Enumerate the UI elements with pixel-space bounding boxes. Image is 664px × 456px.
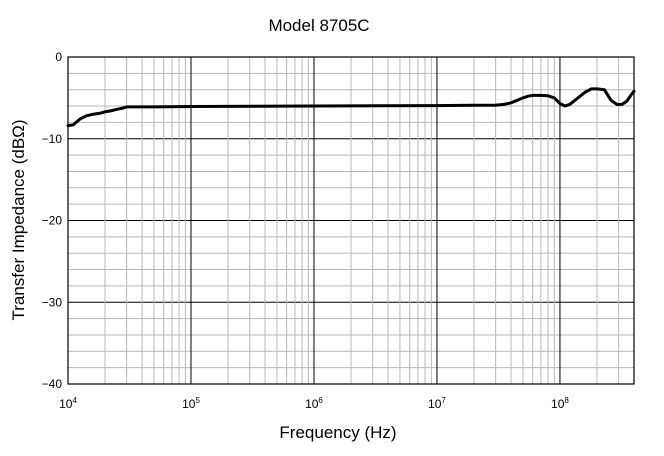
y-tick-label: −30	[42, 295, 63, 309]
x-tick-label: 107	[428, 396, 446, 411]
chart-title: Model 8705C	[268, 16, 369, 35]
x-tick-label: 104	[59, 396, 77, 411]
x-axis-label: Frequency (Hz)	[279, 423, 396, 442]
y-tick-label: −40	[42, 377, 63, 391]
x-tick-label: 105	[182, 396, 200, 411]
x-tick-label: 108	[551, 396, 569, 411]
y-tick-label: −20	[42, 214, 63, 228]
y-axis-label: Transfer Impedance (dBΩ)	[9, 119, 28, 320]
y-tick-labels: 0 −10 −20 −30 −40	[42, 50, 63, 391]
y-tick-label: 0	[55, 50, 62, 64]
plot-frame	[67, 56, 635, 385]
x-tick-labels: 104 105 106 107 108	[59, 396, 569, 411]
impedance-curve	[66, 87, 636, 128]
x-tick-label: 106	[305, 396, 323, 411]
y-tick-label: −10	[42, 132, 63, 146]
